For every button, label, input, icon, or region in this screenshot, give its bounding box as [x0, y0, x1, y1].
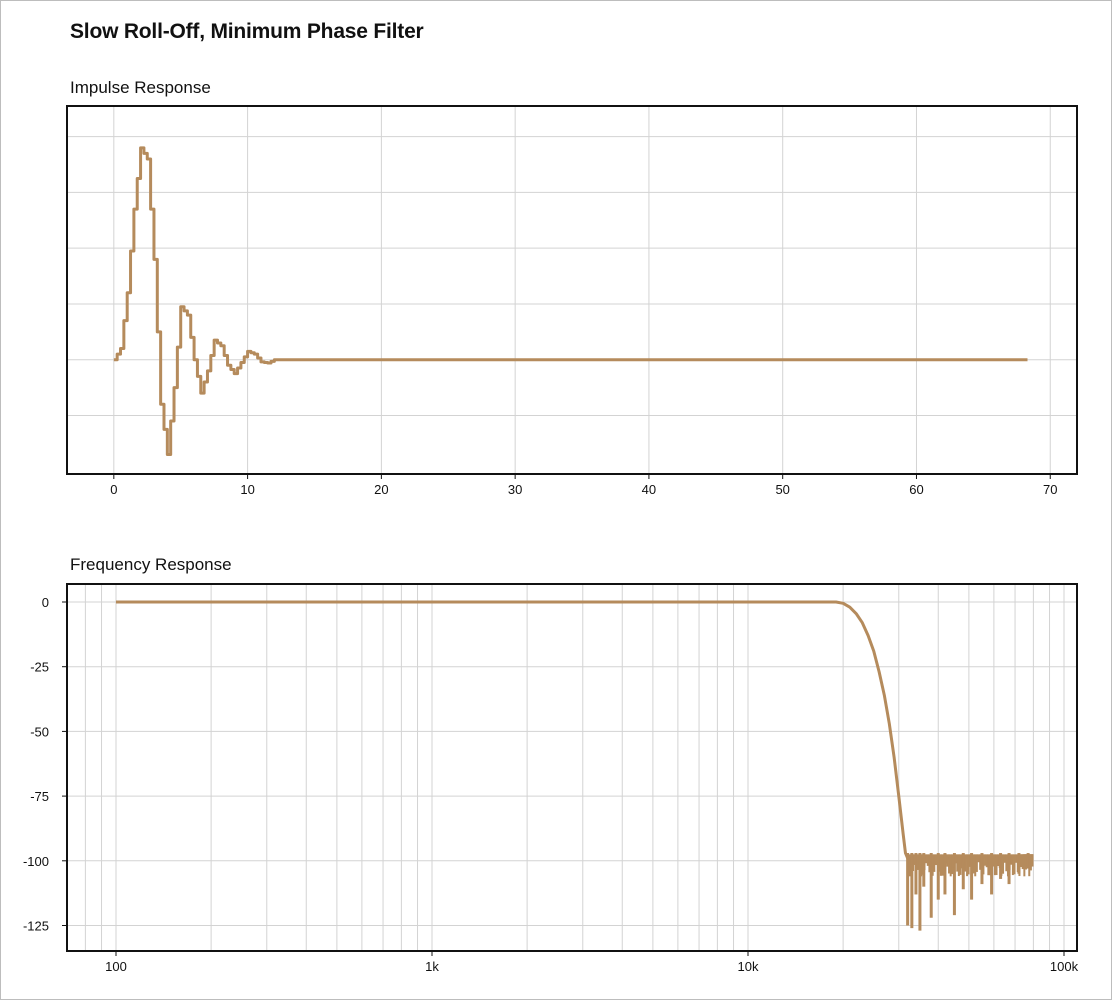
freq-y-tick-label: -25	[30, 660, 49, 675]
figure-title: Slow Roll-Off, Minimum Phase Filter	[70, 20, 424, 43]
freq-y-tick-label: -75	[30, 789, 49, 804]
impulse-x-tick-label: 20	[374, 482, 388, 497]
freq-y-tick-label: -125	[23, 919, 49, 934]
frequency-plot-border	[66, 583, 1078, 952]
impulse-plot-border	[66, 105, 1078, 475]
freq-x-tick-label: 100k	[1050, 959, 1079, 974]
impulse-response-chart: 0 10 20 30 40 50 60 70	[66, 105, 1078, 497]
freq-x-tick-label: 10k	[738, 959, 759, 974]
impulse-x-tick-label: 0	[110, 482, 117, 497]
freq-y-tick-label: -50	[30, 724, 49, 739]
impulse-x-tick-label: 30	[508, 482, 522, 497]
impulse-x-tick-label: 60	[909, 482, 923, 497]
freq-x-tick-label: 1k	[425, 959, 439, 974]
impulse-response-title: Impulse Response	[70, 78, 211, 97]
freq-x-tick-label: 100	[105, 959, 127, 974]
impulse-response-curve	[113, 146, 1028, 456]
impulse-x-tick-label: 10	[240, 482, 254, 497]
freq-y-tick-label: 0	[42, 595, 49, 610]
impulse-x-tick-label: 70	[1043, 482, 1057, 497]
frequency-response-title: Frequency Response	[70, 555, 232, 574]
impulse-x-tick-label: 50	[775, 482, 789, 497]
freq-y-tick-label: -100	[23, 854, 49, 869]
impulse-x-tick-label: 40	[642, 482, 656, 497]
